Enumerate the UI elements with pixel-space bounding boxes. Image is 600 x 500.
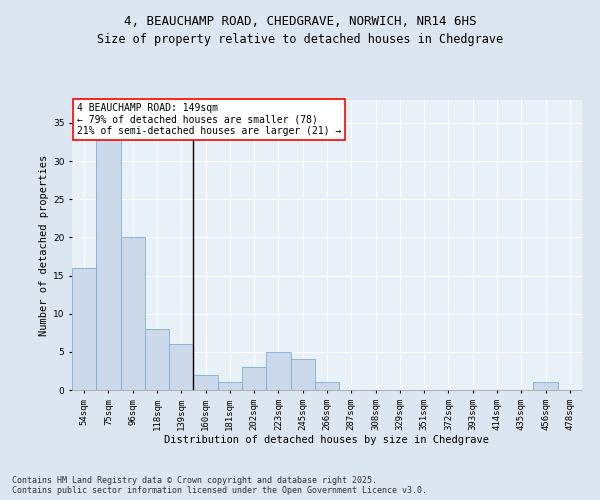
- Y-axis label: Number of detached properties: Number of detached properties: [38, 154, 49, 336]
- Bar: [242, 367, 266, 390]
- Text: 4, BEAUCHAMP ROAD, CHEDGRAVE, NORWICH, NR14 6HS: 4, BEAUCHAMP ROAD, CHEDGRAVE, NORWICH, N…: [124, 15, 476, 28]
- Bar: [72, 268, 96, 390]
- Bar: [96, 138, 121, 390]
- Bar: [218, 382, 242, 390]
- X-axis label: Distribution of detached houses by size in Chedgrave: Distribution of detached houses by size …: [164, 436, 490, 446]
- Bar: [533, 382, 558, 390]
- Bar: [266, 352, 290, 390]
- Bar: [121, 238, 145, 390]
- Bar: [145, 329, 169, 390]
- Bar: [290, 360, 315, 390]
- Bar: [169, 344, 193, 390]
- Text: Contains HM Land Registry data © Crown copyright and database right 2025.
Contai: Contains HM Land Registry data © Crown c…: [12, 476, 427, 495]
- Bar: [315, 382, 339, 390]
- Text: Size of property relative to detached houses in Chedgrave: Size of property relative to detached ho…: [97, 32, 503, 46]
- Text: 4 BEAUCHAMP ROAD: 149sqm
← 79% of detached houses are smaller (78)
21% of semi-d: 4 BEAUCHAMP ROAD: 149sqm ← 79% of detach…: [77, 103, 341, 136]
- Bar: [193, 374, 218, 390]
